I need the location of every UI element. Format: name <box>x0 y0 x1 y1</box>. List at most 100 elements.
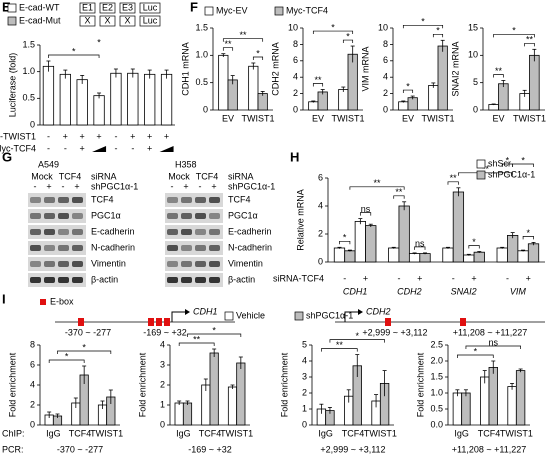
label: Myc-TCF4 <box>0 143 36 153</box>
label: 4 <box>160 339 165 349</box>
band <box>30 261 41 267</box>
bar <box>398 101 409 111</box>
label: shPGC1α-1 <box>91 181 138 191</box>
label: ** <box>193 334 201 344</box>
label: ** <box>395 187 403 197</box>
sig-bracket <box>524 42 535 47</box>
label: E-cad-Mut <box>19 15 61 25</box>
label: A549 <box>38 159 59 169</box>
label: * <box>472 237 476 247</box>
label: N-cadherin <box>228 242 272 252</box>
label: CDH2 <box>397 286 422 296</box>
label: E <box>2 0 11 14</box>
label: 2 <box>302 387 307 397</box>
label: + <box>130 131 135 141</box>
label: 4 <box>293 72 298 82</box>
label: * <box>506 155 510 165</box>
label: siRNA <box>228 171 254 181</box>
label: 2 <box>160 379 165 389</box>
label: shScr <box>488 158 511 168</box>
sig-bracket <box>57 350 112 354</box>
label: 0 <box>160 419 165 429</box>
label: Luc <box>143 15 158 25</box>
label: * <box>65 351 69 361</box>
band <box>195 261 206 267</box>
bar <box>488 104 499 111</box>
bar <box>182 402 193 426</box>
legend-swatch <box>224 311 234 321</box>
label: X <box>84 15 90 25</box>
label: * <box>346 31 350 41</box>
bar <box>317 91 328 111</box>
label: 3 <box>160 359 165 369</box>
label: 4 <box>318 200 323 210</box>
label: -169 ~ +32 <box>188 444 232 454</box>
label: * <box>356 331 360 341</box>
label: VIM <box>510 286 527 296</box>
label: * <box>527 228 531 238</box>
blot <box>165 193 223 207</box>
label: 4 <box>30 379 35 389</box>
label: * <box>512 26 516 36</box>
label: VIM mRNA <box>360 47 370 92</box>
sig-bracket <box>222 47 234 51</box>
label: - <box>114 131 117 141</box>
band <box>72 277 83 283</box>
construct-box <box>139 2 161 14</box>
label: 1 <box>160 399 165 409</box>
bar <box>347 53 358 111</box>
blot <box>28 273 86 287</box>
bar <box>419 253 431 263</box>
label: shPGC1α-1 <box>228 181 275 191</box>
bar <box>236 362 246 426</box>
label: E2 <box>102 2 113 12</box>
tss-arrow <box>344 311 358 322</box>
tss-arrow <box>171 311 185 322</box>
ebox <box>164 318 170 326</box>
label: + <box>46 181 51 191</box>
bar <box>480 376 490 426</box>
label: ns <box>361 204 371 214</box>
label: Luciferase (fold) <box>7 53 17 118</box>
blot <box>165 225 223 239</box>
band <box>195 213 206 219</box>
band <box>209 197 220 203</box>
legend-swatch <box>274 6 284 16</box>
bar <box>428 85 439 111</box>
label: E3 <box>122 2 133 12</box>
label: 2.0 <box>430 355 443 365</box>
bar <box>174 402 184 426</box>
label: ** <box>224 39 232 49</box>
label: CDH2 mRNA <box>270 42 280 96</box>
construct-box <box>79 2 96 14</box>
label: TCF4 <box>69 428 92 438</box>
label: E-cadherin <box>228 226 272 236</box>
label: TCF4 <box>228 194 251 204</box>
label: + <box>211 181 216 191</box>
label: TWIST1 <box>422 113 455 123</box>
arrowhead <box>185 309 190 315</box>
construct-box <box>119 2 136 14</box>
label: IgG <box>454 428 469 438</box>
sig-bracket <box>187 333 242 337</box>
band <box>58 197 69 203</box>
label: shPGC1α-1 <box>306 310 353 320</box>
label: +2,999 ~ +3,112 <box>320 444 385 454</box>
label: E-cadherin <box>91 226 135 236</box>
label: Flag-TWIST1 <box>0 131 36 141</box>
label: 0.5 <box>195 77 208 87</box>
sig-bracket <box>493 74 504 78</box>
band <box>72 261 83 267</box>
label: 6 <box>30 359 35 369</box>
bar <box>507 386 517 426</box>
label: TWIST1 <box>242 113 275 123</box>
bar <box>144 73 156 126</box>
label: ** <box>374 178 382 188</box>
band <box>44 197 55 203</box>
sig-bracket <box>349 186 405 190</box>
label: -370 ~ -277 <box>57 444 103 454</box>
band <box>167 277 178 283</box>
label: Vimentin <box>228 258 263 268</box>
label: 4 <box>383 72 388 82</box>
label: 1.5 <box>195 22 208 32</box>
